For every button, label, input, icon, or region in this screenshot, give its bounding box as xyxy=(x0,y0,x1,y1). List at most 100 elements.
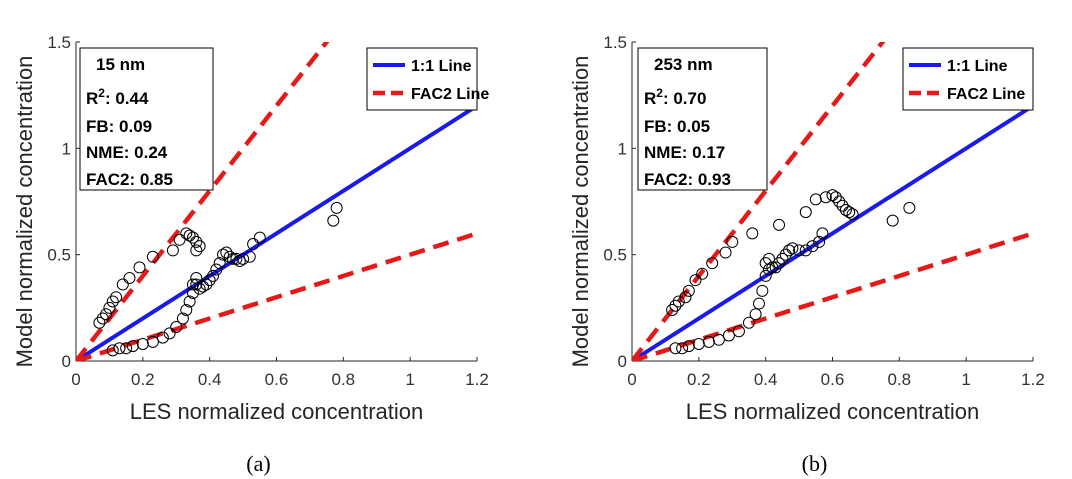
data-point xyxy=(193,282,206,295)
data-point xyxy=(190,272,203,285)
data-point xyxy=(799,206,812,219)
fac2-line xyxy=(76,231,477,361)
data-point xyxy=(779,248,792,261)
data-point xyxy=(806,240,819,253)
x-tick-label: 1 xyxy=(405,370,414,389)
data-point xyxy=(903,201,916,214)
data-point xyxy=(116,278,129,291)
stats-fb: FB: 0.09 xyxy=(86,117,152,136)
data-point xyxy=(243,250,256,263)
data-point xyxy=(836,199,849,212)
legend-box xyxy=(902,47,1034,111)
data-point xyxy=(773,257,786,270)
x-axis-label: LES normalized concentration xyxy=(686,399,980,424)
data-point xyxy=(193,240,206,253)
data-point xyxy=(200,278,213,291)
data-point xyxy=(220,246,233,259)
data-point xyxy=(816,227,829,240)
data-point xyxy=(190,278,203,291)
data-point xyxy=(163,327,176,340)
data-point xyxy=(783,244,796,257)
data-point xyxy=(813,235,826,248)
data-point xyxy=(196,280,209,293)
data-point xyxy=(769,261,782,274)
data-point xyxy=(136,337,149,350)
data-point xyxy=(183,229,196,242)
data-point xyxy=(186,278,199,291)
data-point xyxy=(682,340,695,353)
data-point xyxy=(237,252,250,265)
data-point xyxy=(146,335,159,348)
legend-fac2-label: FAC2 Line xyxy=(947,86,1025,103)
data-point xyxy=(120,342,133,355)
stats-box xyxy=(637,47,768,191)
legend-box xyxy=(366,47,478,111)
x-tick-label: 0.8 xyxy=(888,370,912,389)
data-point xyxy=(799,244,812,257)
data-point xyxy=(666,303,679,316)
data-point xyxy=(96,312,109,325)
stats-r2-sup: 2 xyxy=(98,86,105,100)
data-point xyxy=(207,269,220,282)
stats-r2-label: R xyxy=(86,89,98,108)
data-point xyxy=(180,227,193,240)
data-point xyxy=(756,284,769,297)
data-point xyxy=(726,235,739,248)
data-point xyxy=(682,284,695,297)
x-axis-label: LES normalized concentration xyxy=(130,399,424,424)
x-tick-label: 0 xyxy=(71,370,80,389)
y-tick-label: 0.5 xyxy=(603,246,627,265)
data-point xyxy=(766,261,779,274)
data-point xyxy=(190,235,203,248)
legend-one-to-one-label: 1:1 Line xyxy=(411,58,472,75)
x-tick-label: 0.2 xyxy=(131,370,155,389)
fac2-line xyxy=(632,231,1033,361)
data-point xyxy=(809,193,822,206)
y-axis-label: Model normalized concentration xyxy=(568,56,593,368)
x-tick-label: 0.8 xyxy=(332,370,356,389)
data-point xyxy=(190,244,203,257)
data-point xyxy=(223,250,236,263)
data-point xyxy=(773,218,786,231)
y-axis-label: Model normalized concentration xyxy=(12,56,37,368)
data-point xyxy=(712,333,725,346)
data-point xyxy=(826,189,839,202)
stats-nme: NME: 0.17 xyxy=(644,143,725,162)
panel-a: 0 0.2 0.4 0.6 0.8 1 1.2 0 0.5 1 1.5 LES normalized … xyxy=(12,33,489,476)
panel-label: (b) xyxy=(802,451,828,476)
stats-r2-sup: 2 xyxy=(656,86,663,100)
plot-area xyxy=(76,42,477,361)
y-tick-label: 1 xyxy=(618,139,627,158)
data-point xyxy=(230,252,243,265)
data-point xyxy=(330,201,343,214)
data-point xyxy=(253,231,266,244)
data-point xyxy=(106,295,119,308)
data-point xyxy=(672,295,685,308)
stats-box xyxy=(79,47,214,191)
y-tick-label: 1.5 xyxy=(603,33,627,52)
x-tick-label: 1.2 xyxy=(465,370,489,389)
data-point xyxy=(227,252,240,265)
stats-title: 253 nm xyxy=(654,55,713,74)
data-point xyxy=(776,252,789,265)
stats-r2-value: : 0.70 xyxy=(663,89,706,108)
data-point xyxy=(146,250,159,263)
data-point xyxy=(176,312,189,325)
data-point xyxy=(669,299,682,312)
x-tick-label: 0.4 xyxy=(754,370,778,389)
data-point xyxy=(166,244,179,257)
panel-label: (a) xyxy=(246,451,270,476)
data-point xyxy=(233,255,246,268)
stats-r2-label: R xyxy=(644,89,656,108)
data-point xyxy=(759,257,772,270)
data-point xyxy=(719,246,732,259)
panel-b: 0 0.2 0.4 0.6 0.8 1 1.2 0 0.5 1 1.5 LES normalized … xyxy=(568,33,1045,476)
data-point xyxy=(833,195,846,208)
x-tick-label: 0.4 xyxy=(198,370,222,389)
y-tick-label: 0.5 xyxy=(47,246,71,265)
y-tick-label: 0 xyxy=(62,352,71,371)
data-point xyxy=(763,252,776,265)
stats-r2-value: : 0.44 xyxy=(105,89,149,108)
data-point xyxy=(702,335,715,348)
data-point xyxy=(679,291,692,304)
